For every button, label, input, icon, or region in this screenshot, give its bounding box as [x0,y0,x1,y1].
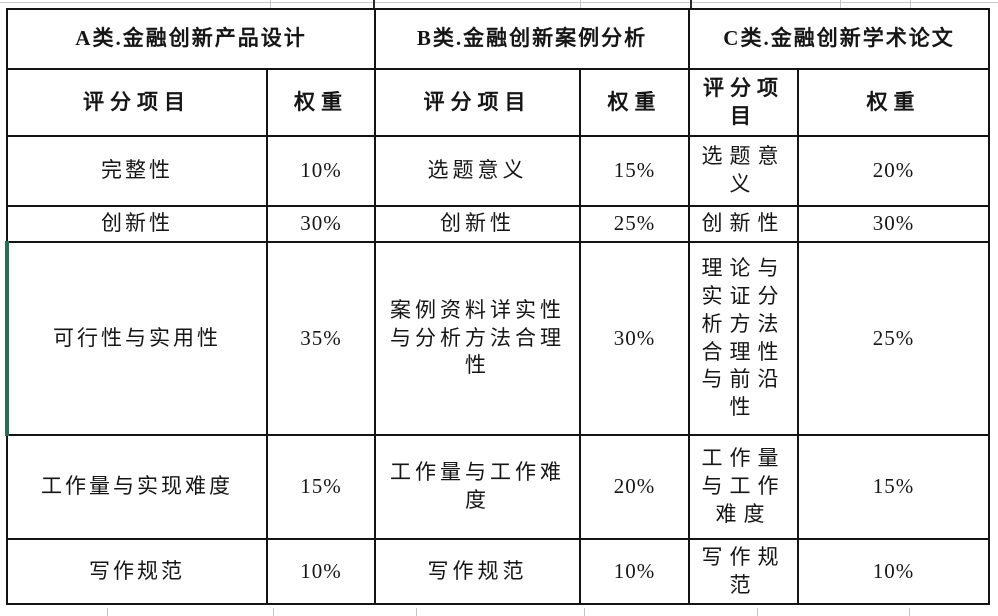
selection-highlight [5,241,9,436]
cell-r1-c-item: 选题意义 [688,135,799,207]
cell-r5-b-item: 写作规范 [374,538,581,605]
cell-r1-c-weight: 20% [797,135,990,207]
header-a-item: 评分项目 [6,68,268,137]
table-row: 完整性 10% 选题意义 15% 选题意义 20% [6,135,990,207]
header-c-item: 评分项目 [688,68,799,137]
category-c-title: C类.金融创新学术论文 [688,8,990,70]
cell-r5-a-item: 写作规范 [6,538,268,605]
cell-r3-a-weight: 35% [266,241,376,436]
header-b-item: 评分项目 [374,68,581,137]
gridline-horizontal-top [0,2,998,3]
cell-r5-b-weight: 10% [579,538,690,605]
scoring-table: A类.金融创新产品设计 B类.金融创新案例分析 C类.金融创新学术论文 评分项目… [6,8,990,605]
table-row: 写作规范 10% 写作规范 10% 写作规范 10% [6,538,990,605]
category-b-title: B类.金融创新案例分析 [374,8,690,70]
gridline-tick [757,608,758,616]
table-row: 创新性 30% 创新性 25% 创新性 30% [6,205,990,243]
gridline-tick [273,608,274,616]
header-b-weight: 权重 [579,68,690,137]
cell-r5-c-weight: 10% [797,538,990,605]
cell-r3-c-item: 理论与实证分析方法合理性与前沿性 [688,241,799,436]
gridline-tick [840,0,841,8]
cell-r4-c-weight: 15% [797,434,990,540]
cell-r3-b-item: 案例资料详实性与分析方法合理性 [374,241,581,436]
cell-r2-c-weight: 30% [797,205,990,243]
gridline-tick [909,608,910,616]
cell-r3-c-weight: 25% [797,241,990,436]
header-a-weight: 权重 [266,68,376,137]
gridline-tick [107,608,108,616]
gridline-tick [690,0,692,8]
header-c-weight: 权重 [797,68,990,137]
cell-r1-b-weight: 15% [579,135,690,207]
cell-r3-b-weight: 30% [579,241,690,436]
category-a-title: A类.金融创新产品设计 [6,8,376,70]
cell-r2-a-item: 创新性 [6,205,268,243]
cell-r4-b-weight: 20% [579,434,690,540]
cell-r1-b-item: 选题意义 [374,135,581,207]
cell-r5-a-weight: 10% [266,538,376,605]
cell-r4-c-item: 工作量与工作难度 [688,434,799,540]
gridline-tick [584,608,585,616]
cell-r1-a-item: 完整性 [6,135,268,207]
cell-r2-b-item: 创新性 [374,205,581,243]
cell-r2-c-item: 创新性 [688,205,799,243]
gridline-tick [373,0,375,8]
cell-r4-a-weight: 15% [266,434,376,540]
cell-r4-b-item: 工作量与工作难度 [374,434,581,540]
cell-r3-a-item: 可行性与实用性 [6,241,268,436]
gridline-tick [416,608,417,616]
cell-r2-a-weight: 30% [266,205,376,243]
gridline-tick [580,0,581,8]
table-row: 可行性与实用性 35% 案例资料详实性与分析方法合理性 30% 理论与实证分析方… [6,241,990,436]
column-header-row: 评分项目 权重 评分项目 权重 评分项目 权重 [6,68,990,137]
gridline-tick [270,0,271,8]
table-row: 工作量与实现难度 15% 工作量与工作难度 20% 工作量与工作难度 15% [6,434,990,540]
cell-r1-a-weight: 10% [266,135,376,207]
category-header-row: A类.金融创新产品设计 B类.金融创新案例分析 C类.金融创新学术论文 [6,8,990,70]
cell-r5-c-item: 写作规范 [688,538,799,605]
gridline-tick [910,0,911,8]
cell-r2-b-weight: 25% [579,205,690,243]
cell-r4-a-item: 工作量与实现难度 [6,434,268,540]
